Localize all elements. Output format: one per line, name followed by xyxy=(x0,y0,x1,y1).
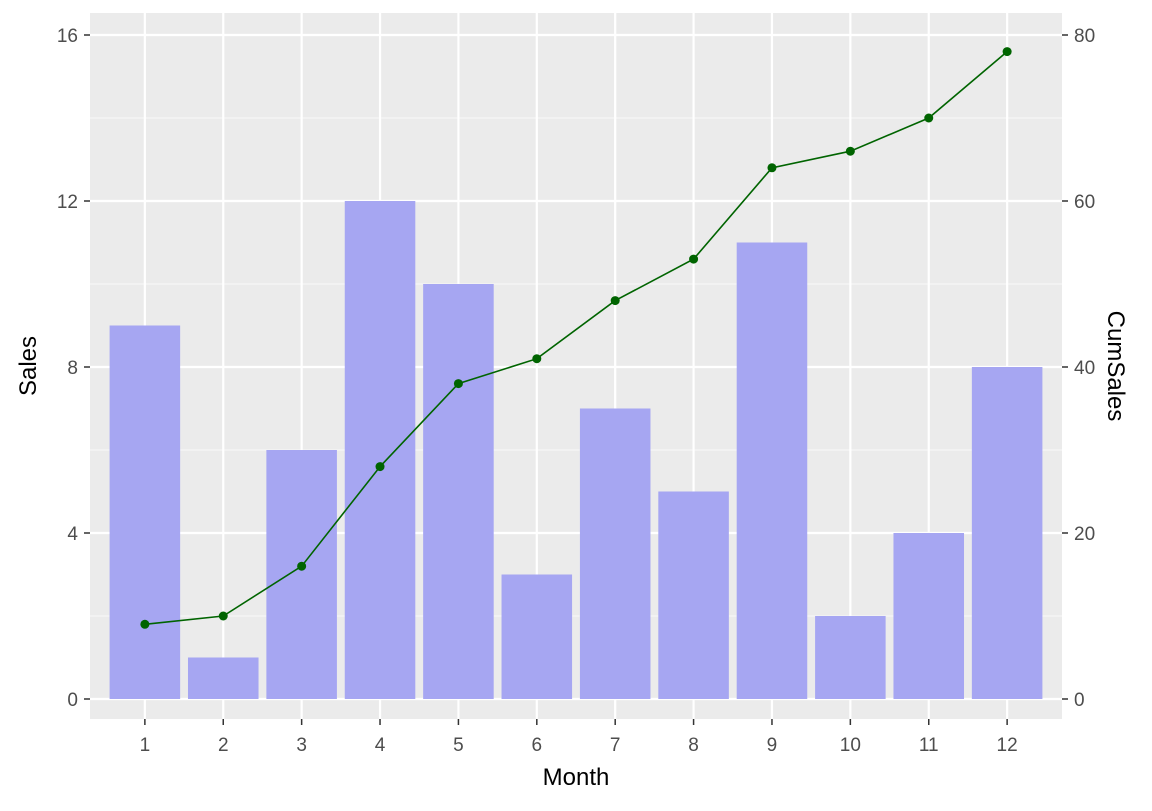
bar-7 xyxy=(579,408,651,699)
bar-4 xyxy=(344,201,416,699)
bar-11 xyxy=(893,533,965,699)
x-tick-label: 6 xyxy=(532,735,543,756)
line-point-6 xyxy=(532,354,542,364)
bar-series xyxy=(109,201,1043,699)
y-axis-title: Sales xyxy=(15,336,42,396)
bar-2 xyxy=(187,657,259,699)
line-point-4 xyxy=(375,462,385,472)
y2-tick-label: 20 xyxy=(1074,524,1095,545)
x-tick-label: 1 xyxy=(140,735,151,756)
bar-1 xyxy=(109,325,181,699)
line-point-1 xyxy=(140,619,150,629)
line-point-10 xyxy=(845,146,855,156)
y-tick-label: 16 xyxy=(57,26,78,47)
line-point-11 xyxy=(924,113,934,123)
y2-tick-label: 40 xyxy=(1074,358,1095,379)
y-tick-label: 4 xyxy=(67,524,78,545)
line-point-7 xyxy=(610,296,620,306)
x-tick-label: 9 xyxy=(767,735,778,756)
bar-3 xyxy=(266,450,337,699)
x-tick-label: 11 xyxy=(919,735,939,756)
x-tick-label: 10 xyxy=(840,735,861,756)
y2-axis-title: CumSales xyxy=(1102,311,1129,422)
y-tick-label: 8 xyxy=(67,358,78,379)
y2-tick-label: 0 xyxy=(1074,690,1085,711)
bar-9 xyxy=(736,242,808,699)
x-tick-label: 12 xyxy=(997,735,1018,756)
line-point-9 xyxy=(767,163,777,173)
x-tick-label: 7 xyxy=(610,735,621,756)
cumulative-line xyxy=(144,50,1008,626)
y-tick-label: 0 xyxy=(67,690,78,711)
line-point-3 xyxy=(297,561,307,571)
bar-6 xyxy=(501,574,573,699)
y-tick-label: 12 xyxy=(57,192,78,213)
y2-tick-label: 80 xyxy=(1074,26,1095,47)
y2-tick-label: 60 xyxy=(1074,192,1095,213)
x-tick-label: 8 xyxy=(688,735,699,756)
x-tick-label: 2 xyxy=(218,735,229,756)
bar-10 xyxy=(815,616,886,699)
x-tick-label: 5 xyxy=(453,735,464,756)
line-point-12 xyxy=(1002,47,1012,57)
bar-8 xyxy=(658,491,729,699)
line-point-8 xyxy=(689,254,699,264)
x-tick-label: 3 xyxy=(296,735,307,756)
x-tick-label: 4 xyxy=(375,735,386,756)
line-point-5 xyxy=(453,379,463,389)
line-point-2 xyxy=(218,611,228,621)
line-series xyxy=(140,47,1012,629)
bar-12 xyxy=(971,367,1043,699)
x-axis-title: Month xyxy=(543,764,610,791)
bar-5 xyxy=(423,284,494,699)
